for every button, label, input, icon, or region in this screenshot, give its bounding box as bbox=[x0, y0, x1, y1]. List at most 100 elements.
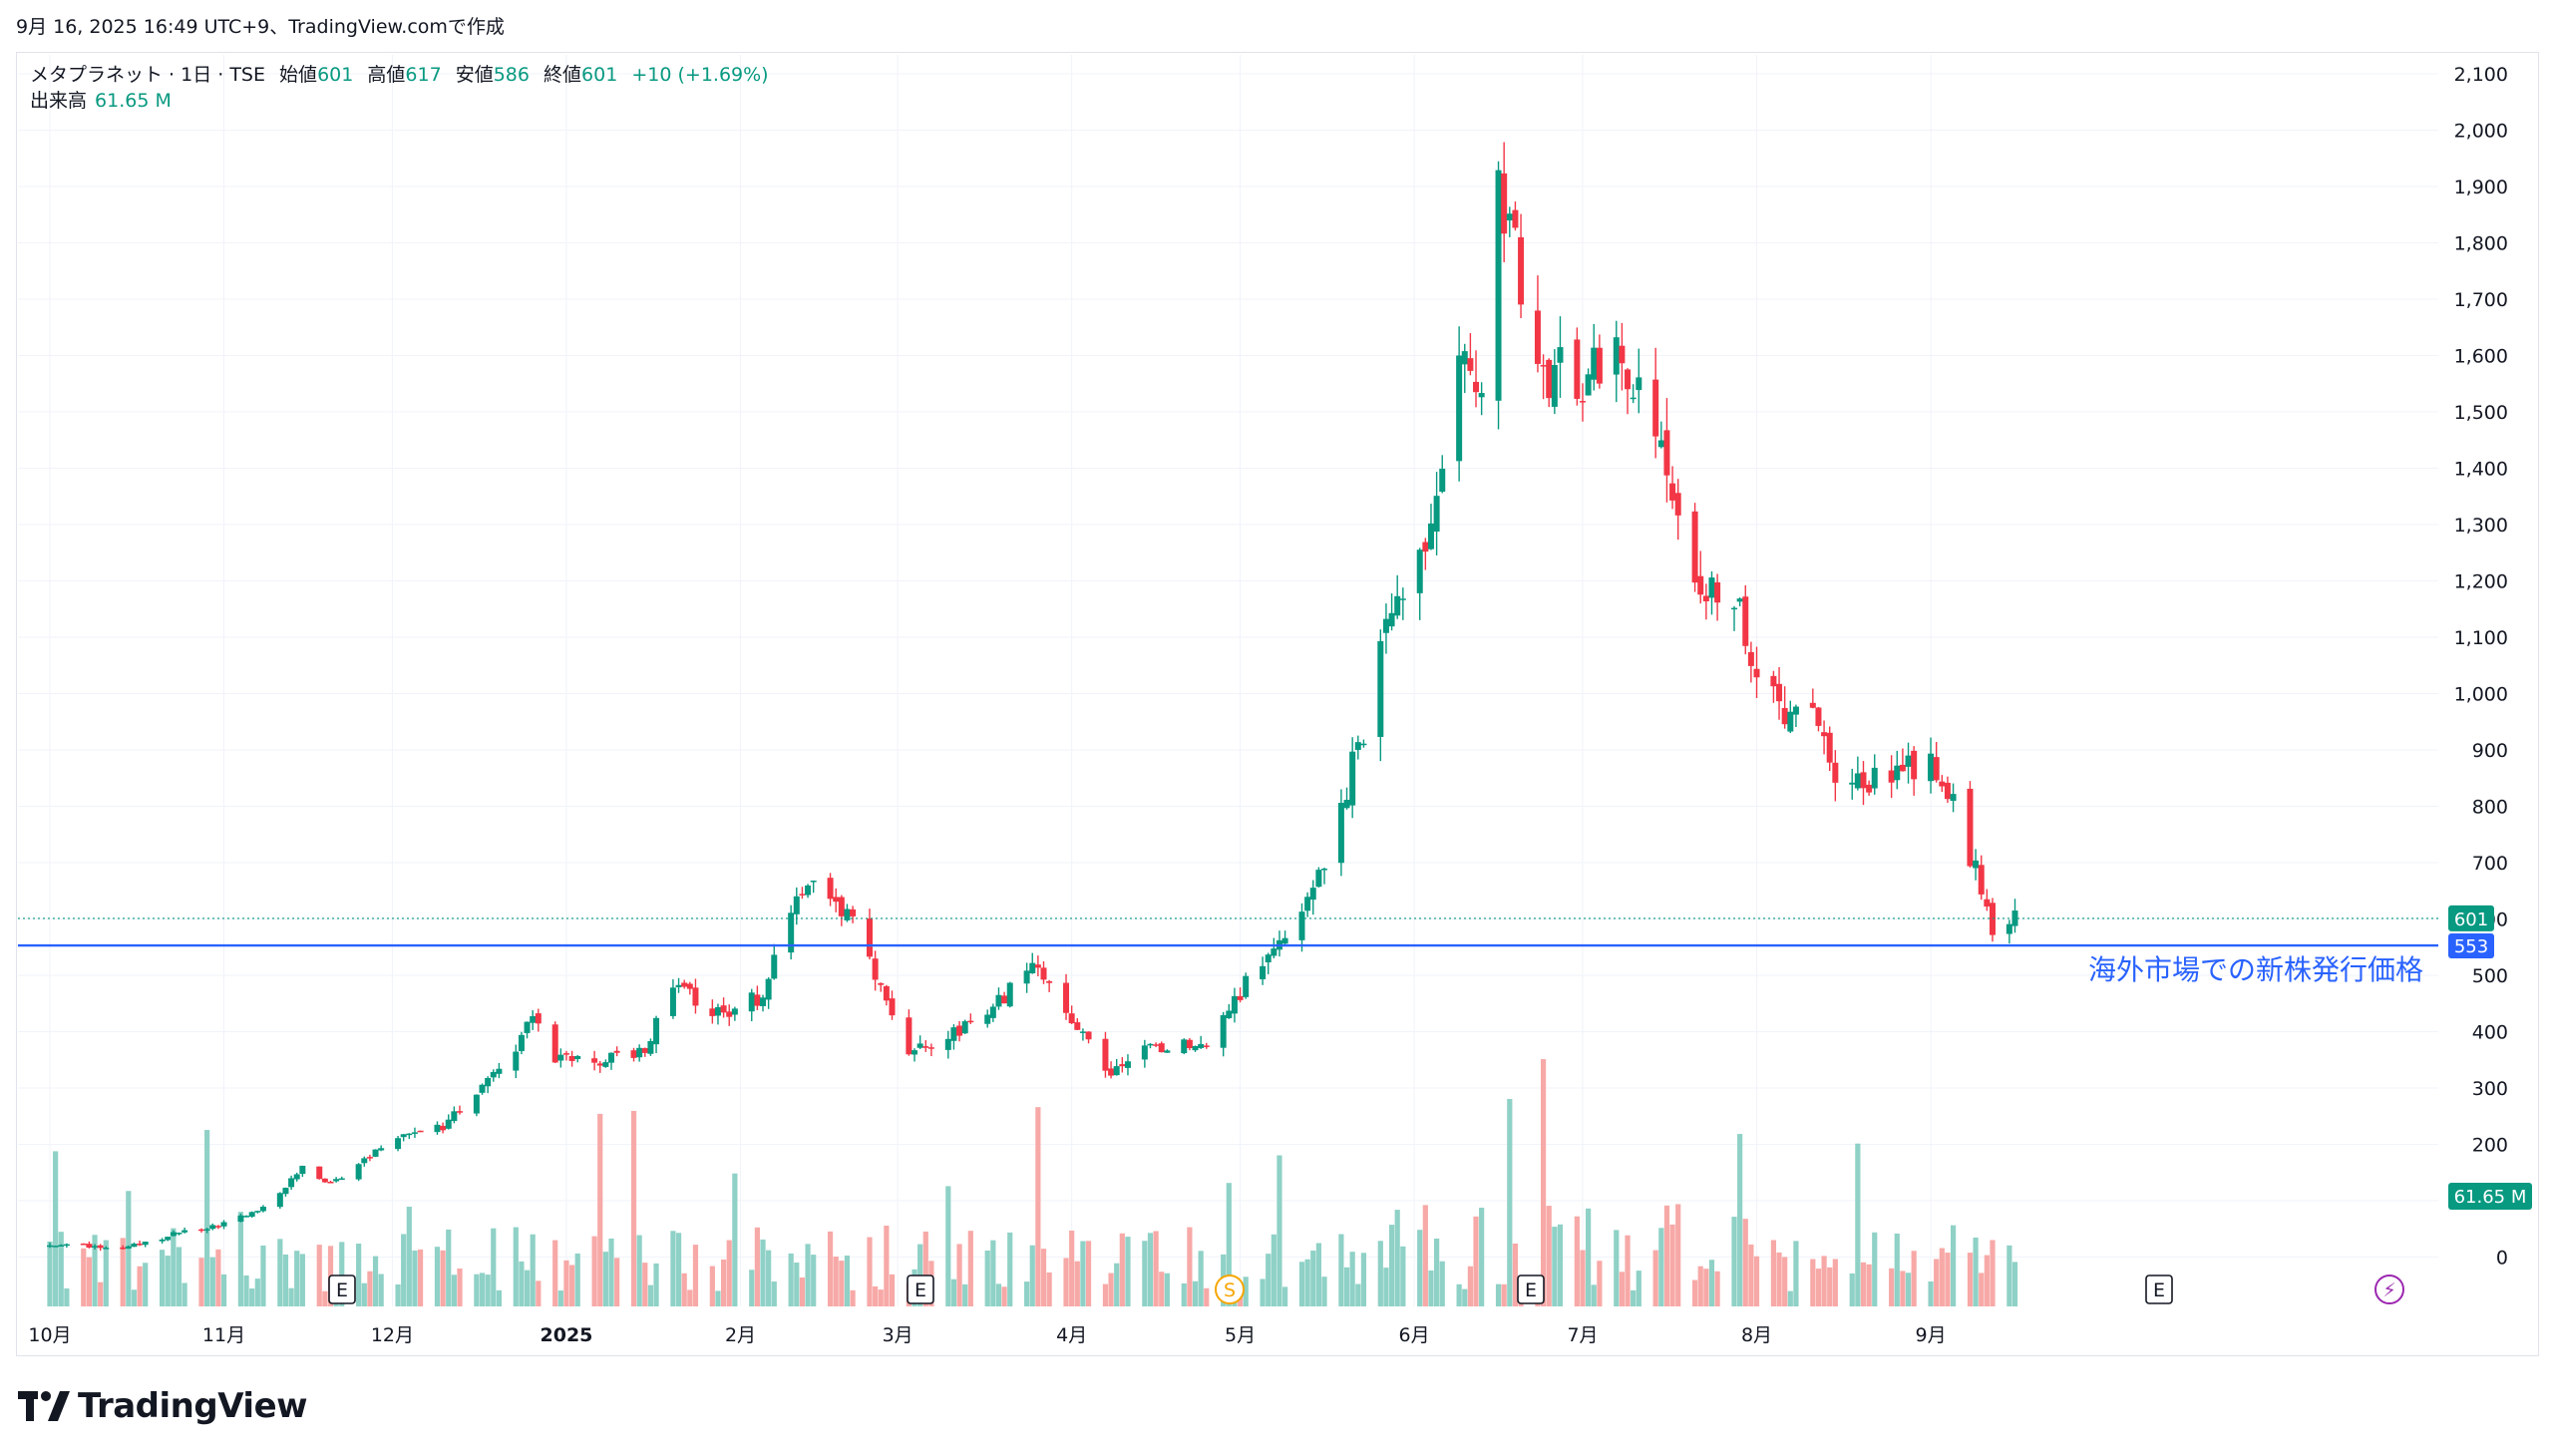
volume-bar bbox=[1142, 1241, 1148, 1306]
candle-body bbox=[473, 1094, 480, 1114]
volume-bar bbox=[1827, 1267, 1833, 1306]
volume-bar bbox=[1473, 1216, 1479, 1306]
y-tick-label: 1,400 bbox=[2454, 459, 2508, 481]
event-marker-label: S bbox=[1224, 1279, 1236, 1301]
volume-bar bbox=[103, 1240, 109, 1306]
chart-canvas[interactable]: 2,100 2,000 1,900 1,800 1,700 1,600 1,500 1,400… bbox=[0, 0, 2553, 1376]
volume-bar bbox=[788, 1253, 794, 1306]
volume-bar bbox=[1669, 1224, 1675, 1306]
volume-bar bbox=[1586, 1208, 1592, 1306]
candle-body bbox=[333, 1179, 340, 1182]
candle-body bbox=[944, 1038, 951, 1050]
candle-body bbox=[1506, 213, 1513, 221]
y-tick-label: 2,000 bbox=[2454, 121, 2508, 143]
candle-body bbox=[810, 880, 817, 883]
volume-bar bbox=[1159, 1272, 1165, 1306]
event-marker-label: ⚡ bbox=[2382, 1279, 2395, 1301]
candle-body bbox=[1770, 675, 1777, 687]
volume-bar bbox=[1422, 1205, 1428, 1306]
volume-bar bbox=[1007, 1232, 1013, 1306]
legend-low-label: 安値 bbox=[455, 64, 494, 86]
volume-bar bbox=[642, 1263, 648, 1306]
candle-body bbox=[1636, 377, 1642, 391]
volume-bar bbox=[1102, 1283, 1109, 1306]
volume-bar bbox=[1108, 1273, 1114, 1306]
volume-bar bbox=[614, 1258, 620, 1306]
candle-body bbox=[709, 1008, 716, 1016]
volume-bar bbox=[81, 1248, 87, 1306]
candle-body bbox=[799, 894, 806, 896]
volume-bar bbox=[143, 1263, 149, 1306]
support-price-badge-label: 553 bbox=[2454, 936, 2488, 957]
volume-bar bbox=[496, 1289, 502, 1306]
volume-bar bbox=[1383, 1268, 1389, 1306]
volume-bar bbox=[1849, 1273, 1855, 1306]
candle-body bbox=[120, 1247, 127, 1250]
volume-bar bbox=[1748, 1244, 1754, 1306]
candle-body bbox=[1596, 347, 1603, 384]
volume-bar bbox=[1737, 1134, 1743, 1306]
volume-bar bbox=[92, 1235, 98, 1306]
candle-body bbox=[788, 912, 795, 953]
candle-body bbox=[299, 1165, 306, 1175]
volume-bar bbox=[1119, 1233, 1125, 1306]
candle-body bbox=[276, 1193, 283, 1208]
volume-bar bbox=[98, 1281, 104, 1306]
candle-body bbox=[1899, 764, 1906, 772]
candle-body bbox=[686, 983, 693, 989]
volume-bar bbox=[1069, 1230, 1075, 1306]
volume-bar bbox=[1501, 1283, 1507, 1306]
volume-bar bbox=[1462, 1288, 1468, 1306]
volume-bar bbox=[1467, 1266, 1473, 1306]
candle-body bbox=[591, 1058, 598, 1063]
candle-body bbox=[316, 1166, 323, 1180]
volume-bar bbox=[86, 1257, 93, 1306]
candle-body bbox=[198, 1229, 205, 1232]
tradingview-logo[interactable]: TradingView bbox=[18, 1386, 308, 1426]
volume-bar bbox=[1394, 1210, 1400, 1306]
volume-bar bbox=[1934, 1259, 1940, 1306]
volume-bar bbox=[176, 1247, 182, 1306]
candle-body bbox=[288, 1178, 295, 1188]
volume-bar bbox=[1338, 1234, 1344, 1306]
volume-bar bbox=[1652, 1250, 1658, 1306]
candle-body bbox=[1074, 1022, 1081, 1030]
volume-bar bbox=[451, 1274, 457, 1306]
candle-body bbox=[866, 918, 873, 957]
volume-bar bbox=[1063, 1258, 1069, 1306]
chart-timestamp: 9月 16, 2025 16:49 UTC+9、TradingView.comで… bbox=[16, 16, 505, 38]
volume-bar bbox=[440, 1250, 446, 1306]
legend-low-value: 586 bbox=[493, 64, 530, 86]
candle-body bbox=[1815, 707, 1822, 726]
volume-bar bbox=[1894, 1233, 1900, 1306]
candle-body bbox=[1113, 1066, 1120, 1076]
volume-bar bbox=[1388, 1225, 1395, 1306]
volume-bar bbox=[204, 1130, 210, 1306]
candle-body bbox=[1315, 870, 1322, 888]
volume-bar bbox=[945, 1186, 951, 1306]
volume-bar bbox=[491, 1228, 497, 1306]
volume-bar bbox=[1860, 1262, 1867, 1306]
y-tick-label: 1,900 bbox=[2454, 177, 2508, 198]
volume-bar bbox=[1400, 1246, 1406, 1306]
last-price-badge-label: 601 bbox=[2454, 910, 2488, 930]
candle-body bbox=[1147, 1043, 1154, 1046]
candle-body bbox=[47, 1245, 53, 1248]
volume-bar bbox=[1855, 1143, 1861, 1306]
y-tick-label: 400 bbox=[2472, 1022, 2508, 1044]
candle-body bbox=[1394, 595, 1401, 616]
volume-bar bbox=[1040, 1249, 1047, 1306]
volume-bar bbox=[1187, 1227, 1193, 1306]
volume-bar bbox=[1029, 1245, 1035, 1306]
candle-body bbox=[86, 1244, 93, 1249]
candle-body bbox=[838, 897, 845, 916]
candle-body bbox=[1984, 899, 1991, 908]
volume-bar bbox=[1321, 1276, 1327, 1306]
volume-bar bbox=[563, 1260, 569, 1306]
candle-body bbox=[97, 1245, 104, 1249]
candle-body bbox=[1281, 937, 1288, 944]
volume-bar bbox=[1703, 1269, 1709, 1306]
candle-body bbox=[176, 1233, 182, 1235]
volume-bar bbox=[1770, 1240, 1777, 1306]
y-tick-label: 1,500 bbox=[2454, 402, 2508, 424]
